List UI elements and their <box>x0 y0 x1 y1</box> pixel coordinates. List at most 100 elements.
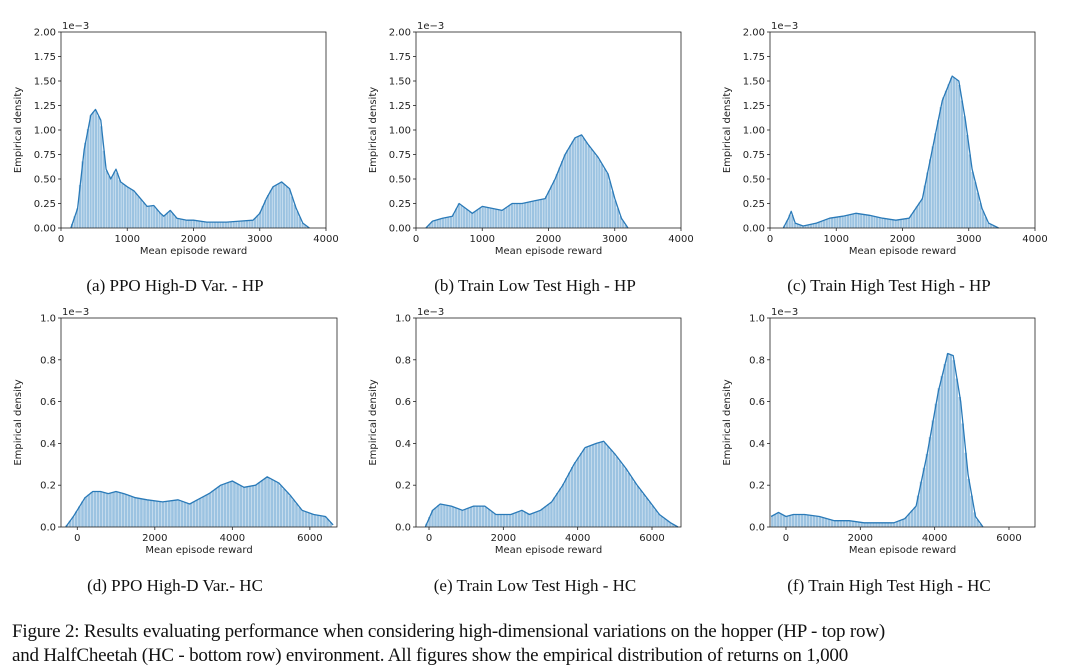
histogram-bar <box>894 220 897 228</box>
histogram-bar <box>558 167 561 228</box>
histogram-bar <box>517 511 521 527</box>
histogram-bar <box>535 511 538 527</box>
histogram-bar <box>791 215 794 228</box>
y-tick-label: 0.25 <box>34 199 56 210</box>
histogram-bar <box>967 478 970 527</box>
histogram-bar <box>146 499 149 527</box>
histogram-bar <box>960 100 964 228</box>
histogram-bar <box>921 198 924 228</box>
x-tick-label: 0 <box>74 533 80 544</box>
histogram-bar <box>976 192 979 228</box>
histogram-bar <box>129 188 132 228</box>
histogram-bar <box>208 222 211 228</box>
histogram-bar <box>508 205 511 228</box>
kde-curve <box>782 75 999 229</box>
histogram-bar <box>800 514 804 527</box>
caption-c: (c) Train High Test High - HP <box>787 276 991 295</box>
histogram-bar <box>492 208 495 228</box>
histogram-bar <box>92 111 95 228</box>
histogram-bar <box>952 77 956 228</box>
x-tick-label: 3000 <box>956 234 981 245</box>
histogram-bar <box>639 490 642 527</box>
histogram-bar <box>979 523 982 527</box>
histogram-bar <box>793 223 797 228</box>
histogram-bar <box>229 221 233 228</box>
histogram-bar <box>526 513 529 527</box>
y-tick-label: 1.75 <box>389 52 411 63</box>
histogram-bar <box>851 521 854 527</box>
histogram-bar <box>584 141 588 228</box>
histogram-bar <box>267 195 270 228</box>
histogram-bar <box>777 512 780 527</box>
histogram-bar <box>457 509 461 527</box>
histogram-bar <box>139 199 143 228</box>
histogram-bar <box>989 224 993 228</box>
histogram-bar <box>947 84 950 229</box>
histogram-bar <box>576 136 580 228</box>
histogram-bar <box>205 494 208 527</box>
histogram-bar <box>184 220 188 228</box>
y-tick-label: 0.4 <box>40 439 56 450</box>
histogram-bar <box>152 500 156 527</box>
histogram-bar <box>931 146 934 228</box>
histogram-bar <box>803 514 807 527</box>
axes-frame <box>60 317 338 528</box>
histogram-bar <box>844 215 847 228</box>
histogram-bar <box>190 220 193 228</box>
histogram-bar <box>195 499 199 527</box>
histogram-bar <box>537 199 540 228</box>
histogram-bar <box>150 205 153 228</box>
histogram-bar <box>526 202 529 228</box>
histogram-bar <box>961 423 964 527</box>
histogram-bar <box>868 215 871 228</box>
histogram-bar <box>820 221 823 228</box>
x-tick-label: 3000 <box>602 234 627 245</box>
histogram-bar <box>919 481 923 527</box>
histogram-bar <box>992 225 995 228</box>
histogram-bar <box>490 511 494 527</box>
histogram-bar <box>239 485 243 527</box>
histogram-bar <box>884 522 887 527</box>
histogram-bar <box>592 152 596 228</box>
histogram-bar <box>523 511 526 527</box>
y-tick-label: 2.00 <box>743 28 765 39</box>
histogram-bar <box>550 185 553 228</box>
histogram-bar <box>931 420 935 527</box>
histogram-bar <box>553 497 556 527</box>
histogram-bar <box>118 180 121 228</box>
histogram-bar <box>481 206 484 228</box>
histogram-bar <box>90 492 94 527</box>
histogram-bar <box>472 506 476 527</box>
histogram-bar <box>849 214 852 228</box>
histogram-bar <box>669 522 672 527</box>
histogram-bar <box>563 154 566 228</box>
histogram-bar <box>182 219 185 228</box>
histogram-bar <box>970 495 973 527</box>
histogram-bar <box>950 77 953 228</box>
x-tick-label: 6000 <box>996 533 1021 544</box>
histogram-bar <box>897 219 900 228</box>
histogram-bar <box>916 495 920 527</box>
y-tick-label: 1.00 <box>34 126 56 137</box>
y-tick-label: 0.25 <box>743 199 765 210</box>
histogram-bar <box>214 222 217 228</box>
histogram-bar <box>836 520 840 527</box>
histogram-bar <box>145 205 148 228</box>
histogram-bar <box>529 513 532 527</box>
y-tick-label: 0.0 <box>40 523 56 534</box>
histogram-bar <box>940 376 944 527</box>
histogram-bar <box>929 159 932 228</box>
histogram-bar <box>245 220 249 228</box>
histogram-bar <box>497 209 500 228</box>
histogram-bar <box>290 196 294 228</box>
histogram-bar <box>84 497 87 527</box>
histogram-bar <box>200 221 204 228</box>
histogram-bar <box>828 218 831 228</box>
histogram-bar <box>854 521 857 527</box>
histogram-bar <box>904 516 908 527</box>
chart-c: 0.00 0.25 0.50 0.75 1.00 1.25 1.50 1.75 2.00 0 100… <box>722 21 1048 257</box>
histogram-bar <box>827 519 831 527</box>
histogram-bar <box>447 217 450 228</box>
x-tick-label: 4000 <box>313 234 338 245</box>
